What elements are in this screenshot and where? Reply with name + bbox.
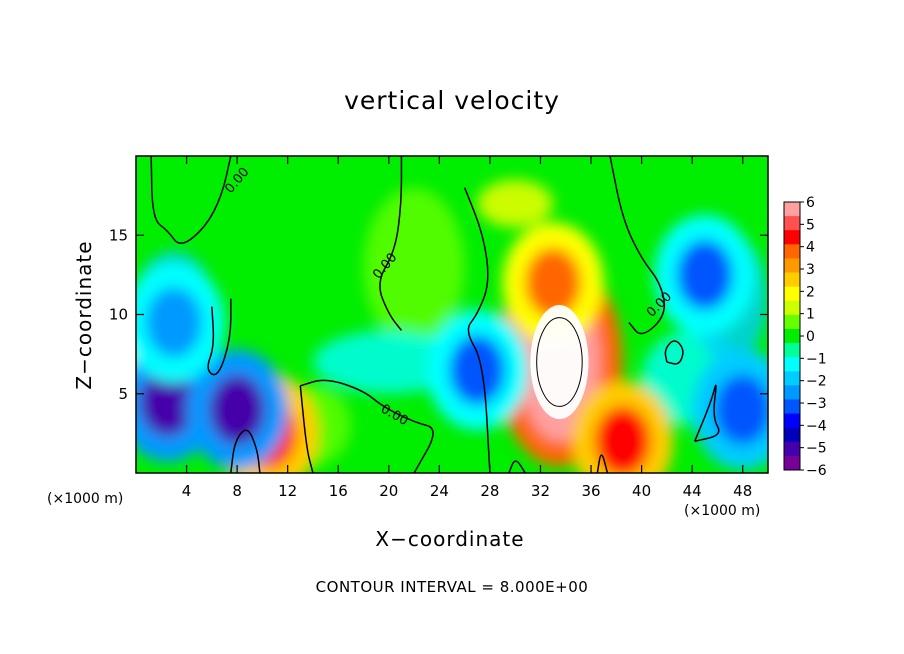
x-tick-label: 8 bbox=[232, 482, 242, 500]
colorbar-tick-label: 3 bbox=[806, 262, 815, 278]
x-tick-label: 40 bbox=[632, 482, 651, 500]
colorbar-tick-label: 1 bbox=[806, 307, 815, 323]
x-tick-label: 36 bbox=[581, 482, 600, 500]
zero-contour-line bbox=[693, 384, 720, 443]
colorbar-swatch bbox=[784, 286, 800, 302]
x-tick-label: 24 bbox=[430, 482, 449, 500]
contour-interval-note: CONTOUR INTERVAL = 8.000E+00 bbox=[315, 578, 589, 596]
feature-core bbox=[676, 240, 733, 310]
field-patch bbox=[312, 330, 465, 394]
core-contour-line bbox=[536, 317, 583, 407]
x-tick-label: 48 bbox=[733, 482, 752, 500]
colorbar-swatch bbox=[784, 202, 800, 217]
feature-core bbox=[139, 366, 196, 437]
colorbar: 6 5 4 3 2 1 0 −1 −2 −3 −4 −5 −6 bbox=[783, 195, 827, 479]
feature-core bbox=[146, 287, 202, 358]
feature-core bbox=[449, 335, 506, 405]
colorbar-swatch bbox=[784, 427, 800, 443]
colorbar-swatch bbox=[784, 343, 800, 358]
colorbar-swatch bbox=[784, 272, 800, 288]
y-axis-label: Z−coordinate bbox=[72, 240, 96, 390]
x-tick-label: 12 bbox=[278, 482, 297, 500]
y-tick-label: 15 bbox=[109, 226, 128, 244]
feature-core bbox=[209, 374, 265, 445]
colorbar-swatch bbox=[784, 357, 800, 372]
y-tick-label: 10 bbox=[109, 306, 128, 324]
zero-contour-line bbox=[609, 156, 666, 335]
x-tick-label: 16 bbox=[329, 482, 348, 500]
colorbar-swatch bbox=[784, 385, 800, 400]
zero-contour-line bbox=[150, 156, 232, 244]
colorbar-swatch bbox=[784, 399, 800, 415]
x-tick-label: 28 bbox=[480, 482, 499, 500]
colorbar-swatch bbox=[784, 413, 800, 429]
feature-core bbox=[525, 247, 581, 318]
colorbar-swatch bbox=[784, 230, 800, 245]
colorbar-tick-label: 2 bbox=[806, 284, 815, 300]
feature-core bbox=[714, 374, 768, 445]
colorbar-tick-label: 6 bbox=[806, 195, 815, 211]
colorbar-tick-label: 4 bbox=[806, 240, 815, 256]
colorbar-swatch bbox=[784, 300, 800, 316]
zero-contour-line bbox=[596, 454, 609, 473]
zero-contour-line bbox=[299, 385, 314, 473]
x-axis-label: X−coordinate bbox=[375, 527, 525, 551]
colorbar-tick-label: −3 bbox=[806, 396, 827, 412]
field-patch bbox=[363, 187, 465, 347]
field-blobs bbox=[136, 179, 768, 473]
colorbar-tick-label: −5 bbox=[806, 441, 827, 457]
colorbar-tick-label: −4 bbox=[806, 418, 827, 434]
zero-contour-line bbox=[207, 298, 232, 376]
colorbar-swatch bbox=[784, 258, 800, 274]
colorbar-swatch bbox=[784, 216, 800, 231]
feature-core bbox=[594, 406, 651, 473]
colorbar-swatch bbox=[784, 455, 800, 471]
colorbar-swatch bbox=[784, 314, 800, 330]
colorbar-swatch bbox=[784, 441, 800, 457]
x-unit-right: (×1000 m) bbox=[684, 503, 761, 519]
y-tick-label: 5 bbox=[118, 385, 128, 403]
field-patch bbox=[477, 179, 554, 228]
colorbar-tick-label: −2 bbox=[806, 374, 827, 390]
colorbar-swatch bbox=[784, 328, 800, 344]
zero-contour-line bbox=[508, 460, 526, 473]
colorbar-swatch bbox=[784, 244, 800, 259]
zero-contour-line bbox=[300, 379, 434, 473]
x-unit-left: (×1000 m) bbox=[47, 491, 124, 507]
colorbar-tick-label: 0 bbox=[806, 329, 815, 345]
x-tick-label: 44 bbox=[683, 482, 702, 500]
zero-contour-line bbox=[463, 187, 491, 473]
x-tick-label: 20 bbox=[379, 482, 398, 500]
colorbar-swatch bbox=[784, 371, 800, 386]
colorbar-tick-label: −1 bbox=[806, 351, 827, 367]
zero-contour-line bbox=[664, 340, 684, 365]
zero-contour-line bbox=[379, 156, 403, 331]
chart-title: vertical velocity bbox=[344, 86, 560, 115]
saturated-core bbox=[530, 304, 589, 420]
colorbar-tick-label: −6 bbox=[806, 463, 827, 479]
x-tick-label: 32 bbox=[531, 482, 550, 500]
colorbar-tick-label: 5 bbox=[806, 217, 815, 233]
x-tick-label: 4 bbox=[182, 482, 192, 500]
zero-contour-line bbox=[230, 429, 261, 473]
